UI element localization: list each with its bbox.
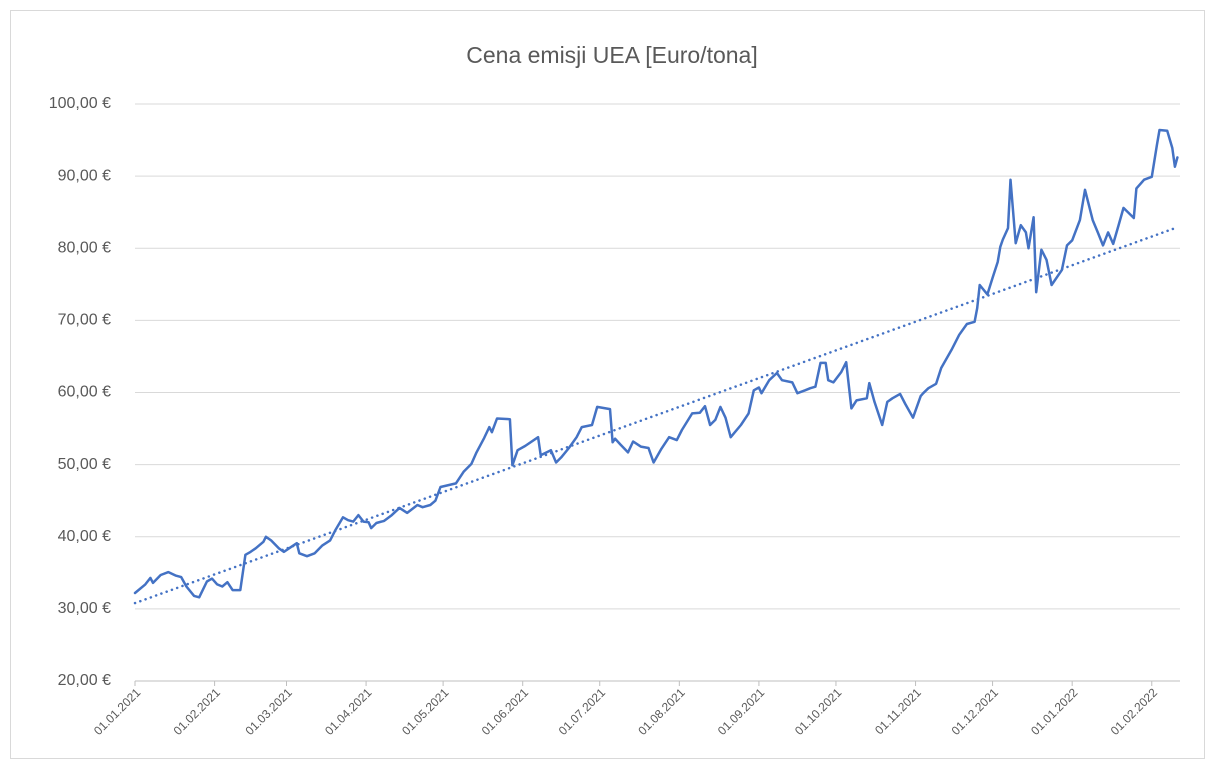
chart-frame [10, 10, 1205, 759]
y-tick-label: 100,00 € [49, 95, 111, 112]
y-tick-label: 70,00 € [58, 312, 111, 329]
y-tick-label: 50,00 € [58, 456, 111, 473]
y-tick-label: 60,00 € [58, 384, 111, 401]
trend-line [133, 226, 1179, 605]
chart-title: Cena emisji UEA [Euro/tona] [466, 42, 757, 68]
y-tick-label: 90,00 € [58, 167, 111, 184]
y-tick-label: 20,00 € [58, 672, 111, 689]
price-line [133, 128, 1179, 599]
y-tick-label: 40,00 € [58, 528, 111, 545]
y-tick-label: 30,00 € [58, 600, 111, 617]
y-tick-label: 80,00 € [58, 239, 111, 256]
